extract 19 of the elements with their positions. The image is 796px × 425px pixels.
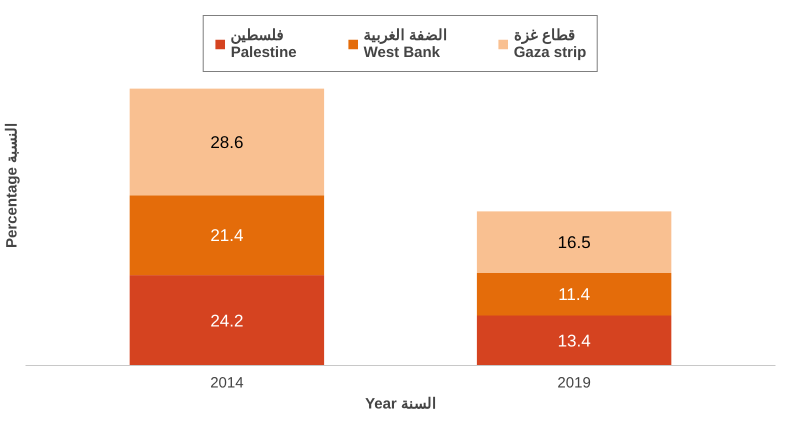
bar	[130, 195, 324, 276]
data-label: 21.4	[210, 226, 244, 246]
data-label: 28.6	[210, 132, 244, 152]
legend-label: قطاع غزة Gaza strip	[514, 26, 586, 61]
bar	[476, 211, 672, 273]
x-axis-title: Year السنة	[365, 396, 436, 412]
data-label: 13.4	[558, 331, 591, 350]
data-label: 11.4	[558, 285, 590, 304]
bar	[130, 275, 324, 366]
bar	[476, 272, 672, 316]
data-label: 16.5	[558, 233, 591, 252]
data-label: 24.2	[210, 311, 244, 330]
legend-label: الضفة الغربية West Bank	[364, 26, 447, 61]
bar	[130, 88, 324, 196]
x-tick-label: 2019	[557, 374, 591, 392]
x-tick-label: 2014	[210, 374, 244, 392]
y-axis-title: Percentage النسبة	[4, 122, 20, 248]
bar	[476, 315, 672, 366]
legend-label: فلسطين Palestine	[230, 26, 297, 61]
